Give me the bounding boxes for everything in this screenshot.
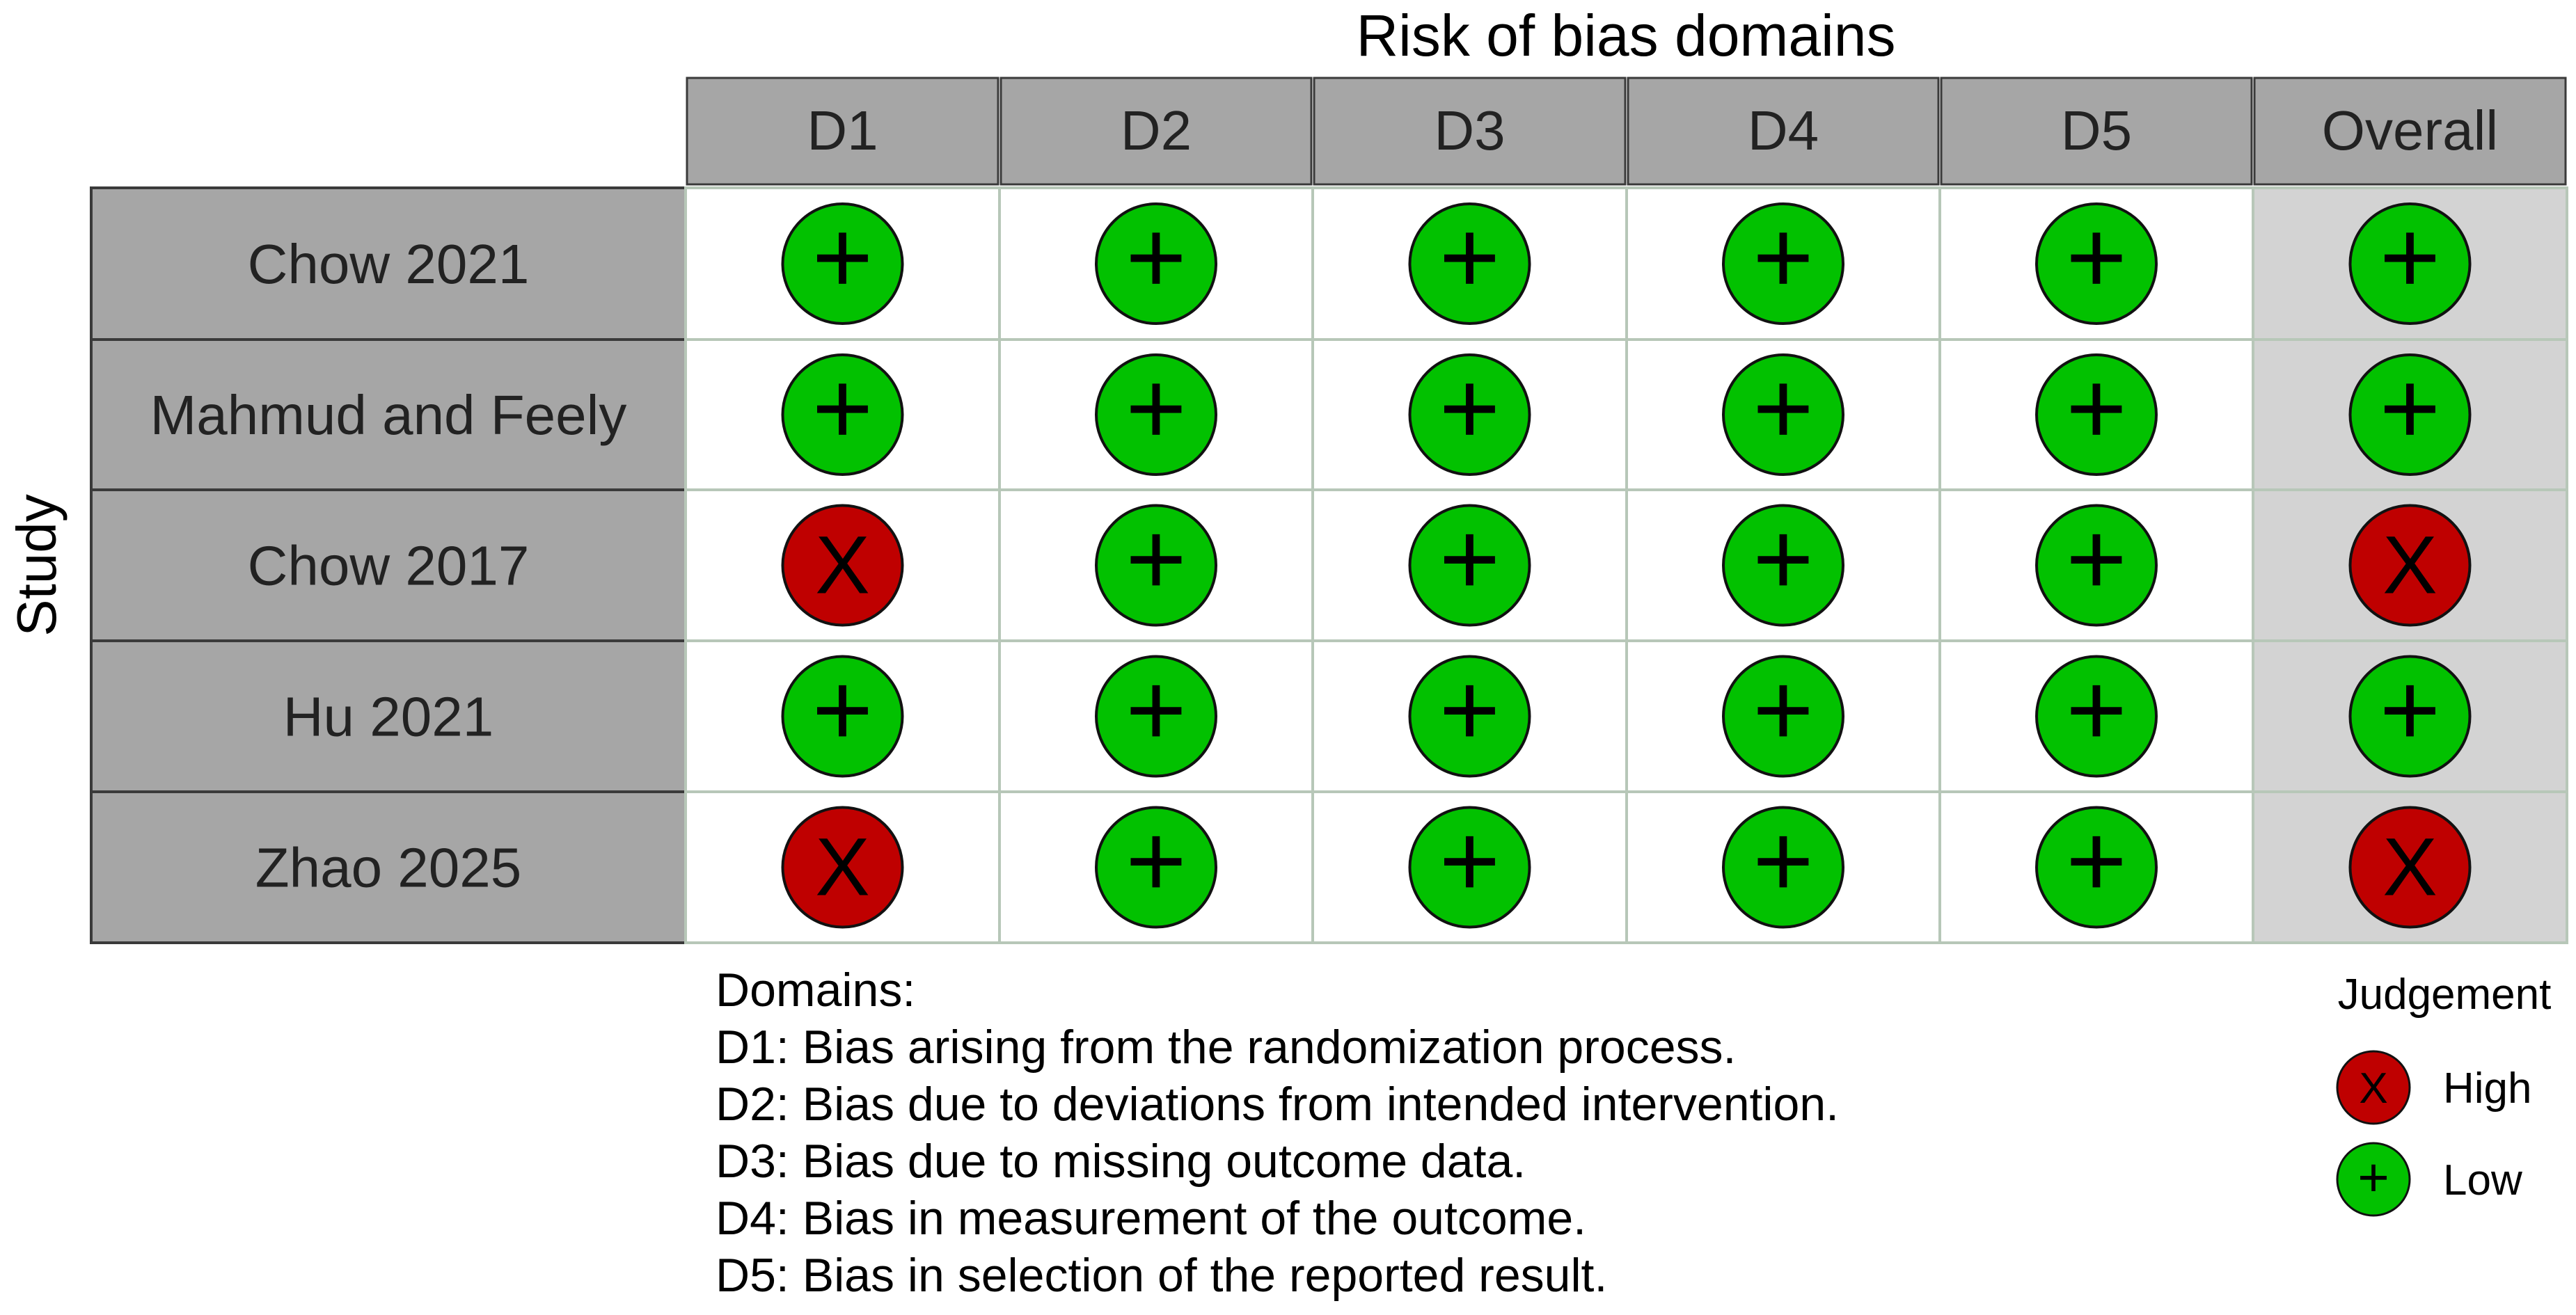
judgement-marker-low: [1722, 202, 1844, 325]
judgement-marker-high: [2348, 806, 2472, 929]
judgement-marker-low: [2348, 202, 2472, 325]
column-header-cell: [1313, 77, 1627, 186]
legend-label: Low: [2443, 1156, 2522, 1204]
judgement-symbol: X: [815, 822, 870, 914]
judgement-symbol: +: [1753, 500, 1814, 617]
judgement-symbol: +: [1439, 651, 1501, 768]
judgement-symbol: +: [1125, 651, 1187, 768]
study-label: Hu 2021: [283, 686, 493, 748]
judgement-marker-low: [1408, 806, 1531, 929]
column-header-label: Overall: [2322, 99, 2498, 161]
judgement-marker-low: [2035, 353, 2158, 476]
judgement-symbol: +: [1439, 198, 1501, 315]
column-header-label: D3: [1434, 99, 1505, 161]
judgement-marker-low: [2035, 655, 2158, 778]
judgement-marker-low: [1095, 504, 1217, 627]
judgement-marker-low: [1095, 806, 1217, 929]
legend-symbol: +: [2357, 1147, 2389, 1208]
judgement-symbol: +: [2066, 651, 2127, 768]
judgement-marker-low: [1722, 504, 1844, 627]
column-header-label: D2: [1121, 99, 1192, 161]
judgement-symbol: +: [812, 349, 874, 466]
judgement-symbol: +: [1125, 500, 1187, 617]
grid-outline: [684, 186, 2568, 944]
judgement-symbol: +: [2380, 198, 2441, 315]
judgement-symbol: +: [2066, 500, 2127, 617]
judgement-symbol: +: [1439, 500, 1501, 617]
judgement-symbol: +: [812, 651, 874, 768]
judgement-marker-low: [781, 655, 904, 778]
judgement-symbol: +: [1125, 802, 1187, 919]
judgement-symbol: +: [1439, 349, 1501, 466]
judgement-marker-low: [781, 202, 904, 325]
chart-title: Risk of bias domains: [1357, 3, 1896, 68]
judgement-marker-low: [1722, 806, 1844, 929]
judgement-symbol: +: [812, 198, 874, 315]
legend-marker-high: [2336, 1050, 2411, 1125]
judgement-symbol: +: [1125, 198, 1187, 315]
judgement-symbol: +: [1125, 349, 1187, 466]
legend-label: High: [2443, 1065, 2532, 1113]
judgement-symbol: +: [1753, 651, 1814, 768]
judgement-marker-low: [1408, 202, 1531, 325]
column-header-cell: [2253, 77, 2567, 186]
legend-symbol: X: [2359, 1065, 2387, 1113]
domain-description: D3: Bias due to missing outcome data.: [716, 1135, 1526, 1188]
judgement-symbol: +: [1753, 802, 1814, 919]
domain-description: D2: Bias due to deviations from intended…: [716, 1078, 1839, 1131]
column-header-cell: [1627, 77, 1940, 186]
column-header-label: D5: [2061, 99, 2132, 161]
judgement-marker-low: [1408, 353, 1531, 476]
judgement-symbol: +: [1439, 802, 1501, 919]
judgement-marker-low: [2035, 202, 2158, 325]
judgement-marker-low: [1095, 202, 1217, 325]
study-label: Mahmud and Feely: [150, 384, 627, 446]
study-label: Chow 2021: [248, 233, 530, 295]
judgement-marker-low: [781, 353, 904, 476]
judgement-marker-high: [2348, 504, 2472, 627]
legend-marker-low: [2336, 1142, 2411, 1217]
judgement-marker-low: [2035, 806, 2158, 929]
judgement-marker-low: [2348, 353, 2472, 476]
judgement-marker-low: [1095, 353, 1217, 476]
column-header-cell: [686, 77, 999, 186]
judgement-marker-low: [1095, 655, 1217, 778]
study-label-cell: [90, 488, 687, 642]
domain-description: D4: Bias in measurement of the outcome.: [716, 1192, 1586, 1245]
study-label-cell: [90, 338, 687, 491]
judgement-marker-high: [781, 504, 904, 627]
judgement-symbol: +: [2066, 349, 2127, 466]
judgement-symbol: +: [2380, 349, 2441, 466]
domains-heading: Domains:: [716, 964, 915, 1017]
judgement-symbol: X: [2383, 822, 2437, 914]
judgement-marker-low: [2035, 504, 2158, 627]
judgement-marker-low: [1408, 655, 1531, 778]
judgement-symbol: +: [1753, 349, 1814, 466]
study-label: Chow 2017: [248, 535, 530, 597]
study-label-cell: [90, 186, 687, 341]
study-label-cell: [90, 639, 687, 793]
judgement-symbol: X: [815, 520, 870, 612]
study-label: Zhao 2025: [255, 837, 522, 899]
judgement-marker-low: [1722, 353, 1844, 476]
row-axis-label: Study: [6, 494, 68, 637]
judgement-marker-low: [2348, 655, 2472, 778]
judgement-symbol: +: [2066, 802, 2127, 919]
column-header-label: D1: [807, 99, 878, 161]
judgement-marker-low: [1722, 655, 1844, 778]
judgement-symbol: +: [2380, 651, 2441, 768]
domain-description: D1: Bias arising from the randomization …: [716, 1021, 1736, 1074]
judgement-marker-high: [781, 806, 904, 929]
column-header-label: D4: [1748, 99, 1819, 161]
column-header-cell: [999, 77, 1313, 186]
domain-description: D5: Bias in selection of the reported re…: [716, 1249, 1607, 1302]
judgement-marker-low: [1408, 504, 1531, 627]
judgement-symbol: +: [1753, 198, 1814, 315]
judgement-symbol: +: [2066, 198, 2127, 315]
legend-title: Judgement: [2338, 971, 2552, 1019]
column-header-cell: [1940, 77, 2253, 186]
judgement-symbol: X: [2383, 520, 2437, 612]
